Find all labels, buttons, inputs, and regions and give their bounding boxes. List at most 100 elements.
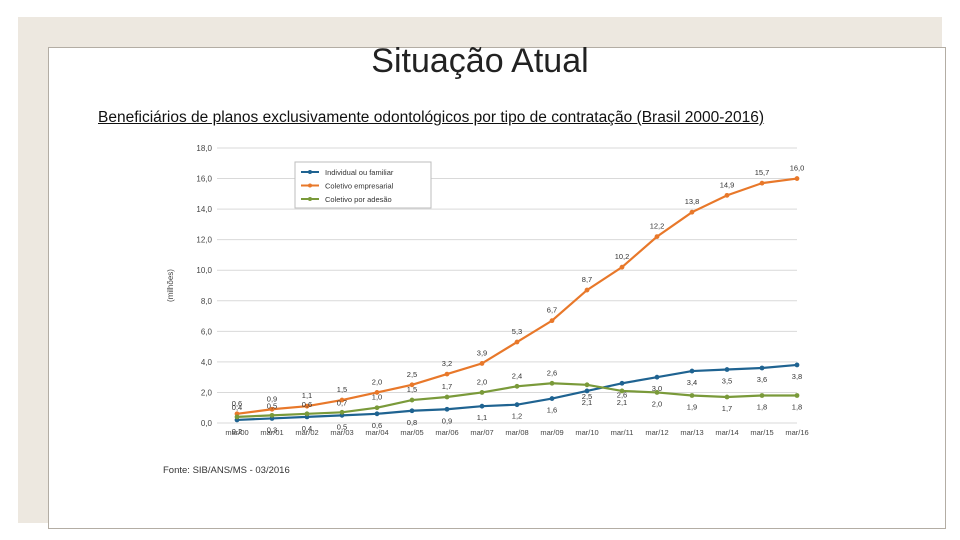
data-label: 0,5 xyxy=(337,422,347,431)
y-tick-label: 4,0 xyxy=(201,358,213,367)
data-point xyxy=(689,209,695,215)
data-point xyxy=(724,192,730,198)
data-point xyxy=(269,412,275,418)
data-label: 10,2 xyxy=(615,252,630,261)
data-label: 1,5 xyxy=(337,385,347,394)
source-note: Fonte: SIB/ANS/MS - 03/2016 xyxy=(163,465,290,476)
data-point xyxy=(409,382,415,388)
data-point xyxy=(654,390,660,395)
data-label: 0,6 xyxy=(302,400,312,409)
x-tick-label: mar/16 xyxy=(785,428,808,437)
data-point xyxy=(584,382,590,388)
y-tick-label: 10,0 xyxy=(196,266,212,275)
data-point xyxy=(479,390,485,395)
data-point xyxy=(339,397,345,403)
data-label: 14,9 xyxy=(720,180,735,189)
data-label: 0,4 xyxy=(232,403,242,412)
legend-label: Coletivo empresarial xyxy=(325,182,394,191)
data-label: 2,5 xyxy=(582,392,592,401)
legend-marker xyxy=(308,183,312,188)
data-point xyxy=(339,409,345,415)
data-label: 8,7 xyxy=(582,275,592,284)
x-tick-label: mar/02 xyxy=(295,428,318,437)
x-tick-label: mar/04 xyxy=(365,428,388,437)
data-point xyxy=(654,374,660,380)
data-label: 2,6 xyxy=(617,390,627,399)
data-point xyxy=(619,388,625,394)
data-point xyxy=(794,393,800,398)
data-point xyxy=(444,406,450,412)
y-tick-label: 14,0 xyxy=(196,205,212,214)
data-label: 1,9 xyxy=(687,403,697,412)
data-label: 1,6 xyxy=(547,406,557,415)
data-label: 1,1 xyxy=(477,413,487,422)
data-point xyxy=(514,339,520,345)
data-point xyxy=(794,176,800,181)
data-label: 2,1 xyxy=(617,398,627,407)
data-point xyxy=(689,393,695,398)
data-label: 3,5 xyxy=(722,377,732,386)
data-label: 3,0 xyxy=(652,384,662,393)
y-tick-label: 18,0 xyxy=(196,144,212,153)
x-tick-label: mar/15 xyxy=(750,428,773,437)
data-label: 1,5 xyxy=(407,385,417,394)
chart-container: 0,0 2,0 4,0 6,0 8,0 10,0 12,0 14,0 16,0 18,0 (milh… xyxy=(155,138,820,448)
y-tick-label: 12,0 xyxy=(196,236,212,245)
data-label: 2,4 xyxy=(512,371,522,380)
data-label: 2,6 xyxy=(547,368,557,377)
data-point xyxy=(759,180,765,186)
data-label: 2,5 xyxy=(407,370,417,379)
data-label: 1,7 xyxy=(442,382,452,391)
data-point xyxy=(584,388,590,394)
x-tick-label: mar/08 xyxy=(505,428,528,437)
y-tick-label: 0,0 xyxy=(201,419,213,428)
data-label: 2,0 xyxy=(652,399,662,408)
data-point xyxy=(724,367,730,372)
legend-label: Coletivo por adesão xyxy=(325,195,392,204)
x-tick-label: mar/11 xyxy=(611,428,634,437)
data-label: 15,7 xyxy=(755,168,770,177)
data-point xyxy=(374,405,380,411)
data-label: 3,2 xyxy=(442,359,452,368)
x-tick-label: mar/13 xyxy=(680,428,703,437)
y-tick-label: 6,0 xyxy=(201,327,213,336)
data-label: 0,5 xyxy=(267,401,277,410)
data-label: 3,6 xyxy=(757,375,767,384)
data-label: 0,9 xyxy=(267,394,277,403)
data-label: 16,0 xyxy=(790,164,805,173)
data-label: 0,8 xyxy=(407,418,417,427)
data-point xyxy=(794,362,800,368)
x-tick-label: mar/03 xyxy=(330,428,353,437)
data-label: 1,7 xyxy=(722,404,732,413)
data-point xyxy=(584,287,590,293)
y-tick-label: 16,0 xyxy=(196,175,212,184)
y-axis-label: (milhões) xyxy=(166,269,175,302)
data-label: 3,9 xyxy=(477,348,487,357)
data-label: 0,7 xyxy=(337,398,347,407)
data-label: 2,1 xyxy=(582,398,592,407)
data-point xyxy=(619,264,625,270)
x-tick-label: mar/09 xyxy=(540,428,563,437)
data-label: 3,8 xyxy=(792,372,802,381)
data-label: 6,7 xyxy=(547,306,557,315)
data-point xyxy=(549,380,555,386)
line-chart: 0,0 2,0 4,0 6,0 8,0 10,0 12,0 14,0 16,0 18,0 (milh… xyxy=(155,138,820,448)
x-tick-label: mar/01 xyxy=(260,428,283,437)
data-point xyxy=(444,394,450,400)
data-point xyxy=(409,408,415,414)
x-tick-label: mar/07 xyxy=(470,428,493,437)
data-point xyxy=(514,383,520,389)
data-label: 1,8 xyxy=(792,403,802,412)
data-point xyxy=(724,394,730,400)
data-point xyxy=(374,411,380,417)
x-tick-label: mar/14 xyxy=(715,428,738,437)
data-label: 0,3 xyxy=(267,425,277,434)
data-label: 0,6 xyxy=(232,399,242,408)
data-label: 0,2 xyxy=(232,427,242,436)
data-point xyxy=(269,406,275,412)
x-tick-label: mar/06 xyxy=(435,428,458,437)
data-point xyxy=(654,234,660,240)
data-point xyxy=(304,403,310,409)
data-point xyxy=(409,397,415,403)
data-label: 13,8 xyxy=(685,197,700,206)
